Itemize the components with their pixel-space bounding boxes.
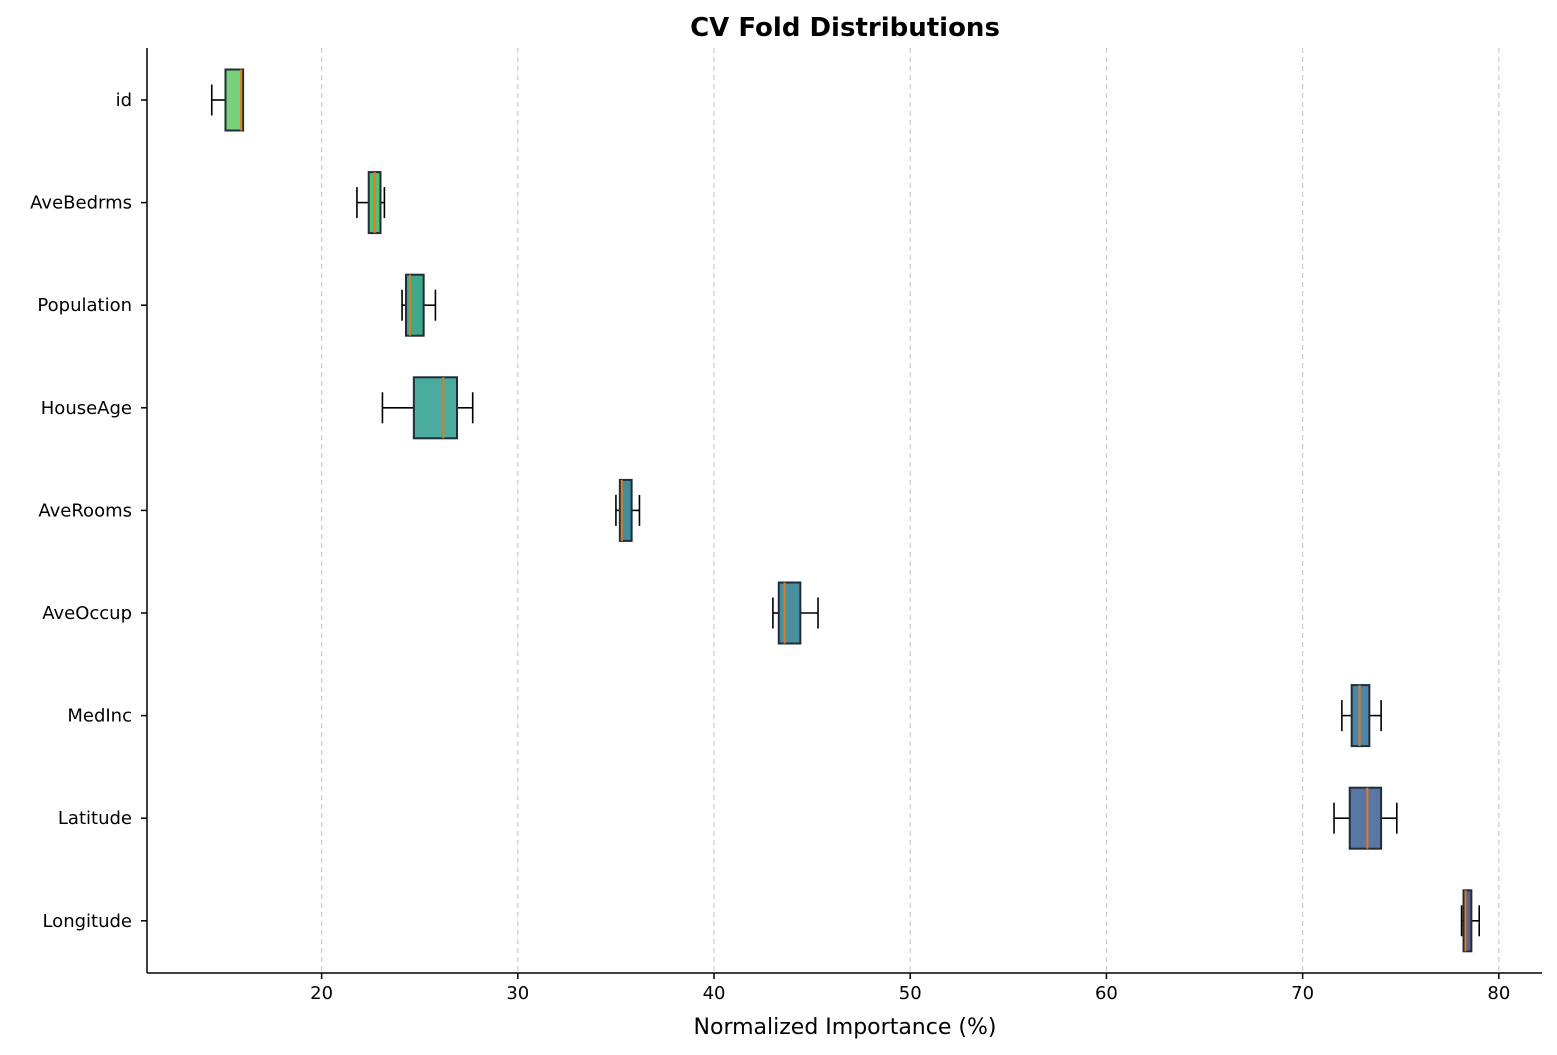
box-longitude bbox=[1460, 889, 1481, 953]
y-tick-label-latitude: Latitude bbox=[58, 808, 132, 829]
x-tick-label-20: 20 bbox=[310, 983, 333, 1004]
x-ticks: 20 30 40 50 60 70 80 bbox=[310, 973, 1510, 1004]
y-tick-label-medinc: MedInc bbox=[67, 706, 132, 727]
x-tick-label-60: 60 bbox=[1095, 983, 1118, 1004]
x-axis-label: Normalized Importance (%) bbox=[694, 1015, 997, 1040]
iqr-box-aveoccup bbox=[777, 581, 802, 645]
iqr-box-averooms bbox=[618, 478, 633, 542]
y-tick-label-population: Population bbox=[37, 295, 132, 316]
box-avebedrms bbox=[356, 171, 386, 235]
box-aveoccup bbox=[772, 581, 819, 645]
x-tick-label-80: 80 bbox=[1487, 983, 1510, 1004]
y-tick-label-id: id bbox=[116, 90, 132, 111]
iqr-box-latitude bbox=[1348, 786, 1383, 850]
x-tick-label-70: 70 bbox=[1291, 983, 1314, 1004]
box-latitude bbox=[1333, 786, 1398, 850]
x-tick-label-30: 30 bbox=[506, 983, 529, 1004]
y-tick-label-aveoccup: AveOccup bbox=[42, 603, 132, 624]
y-tick-label-averooms: AveRooms bbox=[38, 500, 132, 521]
x-grid bbox=[321, 48, 1500, 973]
box-id bbox=[210, 68, 245, 132]
iqr-box-houseage bbox=[412, 376, 459, 440]
x-tick-label-50: 50 bbox=[899, 983, 922, 1004]
box-population bbox=[401, 273, 437, 337]
x-tick-label-40: 40 bbox=[703, 983, 726, 1004]
box-medinc bbox=[1341, 684, 1382, 748]
iqr-box-id bbox=[224, 68, 245, 132]
box-averooms bbox=[615, 478, 641, 542]
box-houseage bbox=[381, 376, 474, 440]
y-tick-label-houseage: HouseAge bbox=[41, 398, 132, 419]
iqr-box-population bbox=[404, 273, 425, 337]
boxes bbox=[210, 68, 1481, 953]
y-tick-label-longitude: Longitude bbox=[42, 911, 132, 932]
chart-title: CV Fold Distributions bbox=[690, 13, 1000, 43]
y-tick-label-avebedrms: AveBedrms bbox=[30, 193, 132, 214]
iqr-box-longitude bbox=[1462, 889, 1473, 953]
y-ticks: id AveBedrms Population HouseAge AveRooms Ave… bbox=[30, 90, 147, 932]
